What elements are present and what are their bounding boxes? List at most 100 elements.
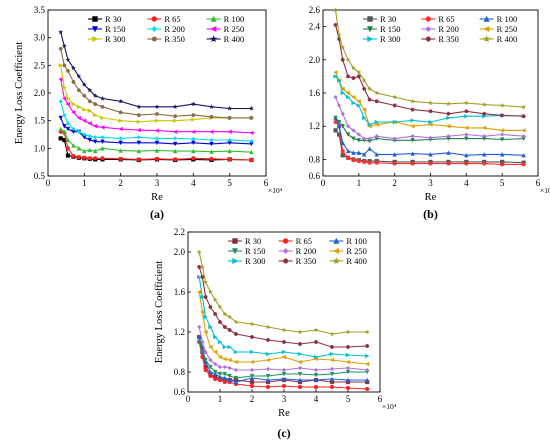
y-tick-label: 1.2 (309, 121, 320, 131)
data-point (227, 314, 233, 320)
x-tick-label: 2 (392, 178, 397, 188)
data-point (427, 100, 434, 106)
data-point (351, 94, 356, 100)
y-axis-label: Energy Loss Coefficient (154, 261, 165, 363)
data-point (227, 137, 232, 143)
data-point (499, 128, 505, 133)
data-point (356, 138, 362, 143)
data-point (136, 135, 142, 140)
data-point (190, 129, 196, 134)
panel-label: (c) (277, 426, 290, 440)
y-axis-label: Energy Loss Coefficient (14, 42, 25, 144)
legend-swatch-marker (367, 16, 373, 22)
data-point (410, 138, 415, 143)
series-7 (333, 74, 527, 127)
data-point (191, 156, 196, 161)
data-point (118, 136, 123, 141)
data-point (332, 7, 339, 13)
data-point (463, 100, 469, 106)
series-3 (196, 334, 370, 385)
data-point (82, 148, 87, 154)
data-point (227, 105, 233, 111)
series-5 (197, 324, 370, 373)
data-point (217, 364, 223, 370)
data-point (297, 384, 303, 390)
data-point (336, 119, 342, 125)
data-point (464, 114, 469, 119)
data-point (333, 128, 338, 133)
data-point (392, 152, 397, 157)
data-point (197, 274, 202, 280)
data-point (197, 265, 202, 269)
data-point (209, 137, 214, 143)
legend-swatch-marker (92, 35, 99, 43)
legend-entry: R 65 (296, 236, 312, 246)
data-point (87, 147, 93, 153)
data-point (249, 373, 255, 379)
data-point (203, 329, 208, 335)
data-point (356, 99, 361, 104)
data-point (100, 135, 105, 140)
data-point (212, 297, 218, 303)
data-point (364, 377, 370, 383)
data-point (281, 376, 287, 382)
data-point (428, 135, 433, 141)
x-tick-label: 3 (428, 178, 433, 188)
data-point (154, 112, 160, 116)
legend-swatch-marker (333, 237, 340, 244)
data-point (364, 329, 370, 335)
data-point (333, 70, 338, 75)
data-point (209, 129, 214, 134)
data-point (227, 328, 232, 332)
data-point (222, 371, 228, 377)
data-point (392, 94, 398, 100)
x-tick-label: 5 (346, 394, 351, 404)
data-point (374, 152, 379, 157)
data-point (392, 103, 397, 108)
x-tick-label: 0 (186, 394, 191, 404)
data-point (265, 384, 271, 390)
x-tick-label: 3 (282, 394, 287, 404)
y-tick-label: 1.6 (309, 88, 321, 98)
data-point (136, 113, 141, 117)
data-point (345, 329, 351, 335)
data-point (208, 324, 213, 330)
data-point (297, 342, 303, 346)
data-point (410, 123, 415, 129)
data-point (136, 148, 142, 154)
legend-swatch-marker (366, 26, 374, 33)
data-point (265, 373, 271, 379)
data-point (428, 161, 433, 166)
legend-swatch-marker (425, 16, 432, 22)
data-point (351, 150, 356, 155)
legend-swatch-marker (209, 35, 218, 43)
legend-entry: R 200 (164, 24, 185, 34)
legend-swatch-marker (231, 248, 239, 255)
data-point (65, 57, 71, 62)
x-tick-label: 6 (264, 178, 269, 188)
legend-swatch-marker (333, 247, 340, 255)
data-point (481, 101, 487, 107)
data-point (217, 339, 223, 345)
data-point (351, 136, 356, 141)
data-point (249, 367, 255, 373)
legend-entry: R 400 (224, 34, 245, 44)
series-2 (58, 129, 254, 163)
data-point (345, 94, 351, 100)
data-point (249, 149, 254, 155)
data-point (392, 161, 397, 166)
data-point (350, 65, 357, 71)
series-7 (197, 274, 370, 360)
data-point (58, 29, 64, 35)
legend-swatch-marker (483, 15, 490, 22)
data-point (62, 112, 67, 118)
x-tick-label: 2 (118, 178, 123, 188)
data-point (410, 133, 415, 139)
legend-entry: R 30 (380, 14, 396, 24)
data-point (297, 371, 303, 377)
y-tick-label: 2.2 (174, 227, 185, 237)
data-point (200, 275, 205, 279)
legend-swatch-marker (483, 25, 490, 33)
data-point (281, 383, 287, 389)
legend-swatch-marker (282, 238, 289, 244)
